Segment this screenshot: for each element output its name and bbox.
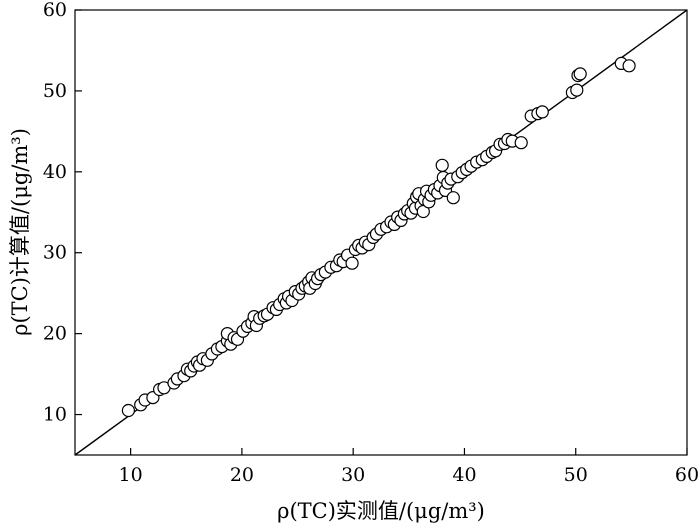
data-point [446, 191, 460, 205]
y-tick-label: 60 [43, 0, 67, 21]
y-axis-ticks: 10 20 30 40 50 60 [43, 0, 82, 426]
y-tick-label: 40 [43, 161, 67, 183]
x-tick-label: 40 [452, 464, 476, 486]
data-point [345, 256, 359, 270]
x-tick-label: 10 [119, 464, 143, 486]
y-tick-label: 10 [43, 404, 67, 426]
y-axis-label: ρ(TC)计算值/(μg/m³) [8, 128, 32, 336]
x-tick-label: 60 [675, 464, 699, 486]
data-point [435, 158, 449, 172]
data-point [535, 105, 549, 119]
y-tick-label: 20 [43, 323, 67, 345]
data-point [514, 136, 528, 150]
data-point [121, 403, 135, 418]
data-point [622, 59, 636, 73]
x-tick-label: 50 [564, 464, 588, 486]
plot-area-frame [74, 9, 688, 456]
data-point [570, 83, 584, 97]
data-point [573, 67, 587, 81]
x-tick-label: 20 [230, 464, 254, 486]
x-tick-label: 30 [341, 464, 365, 486]
data-points [121, 56, 636, 418]
x-axis-ticks: 10 20 30 40 50 60 [119, 448, 699, 486]
y-tick-label: 50 [43, 80, 67, 102]
x-axis-label: ρ(TC)实测值/(μg/m³) [277, 499, 485, 523]
y-tick-label: 30 [43, 242, 67, 264]
